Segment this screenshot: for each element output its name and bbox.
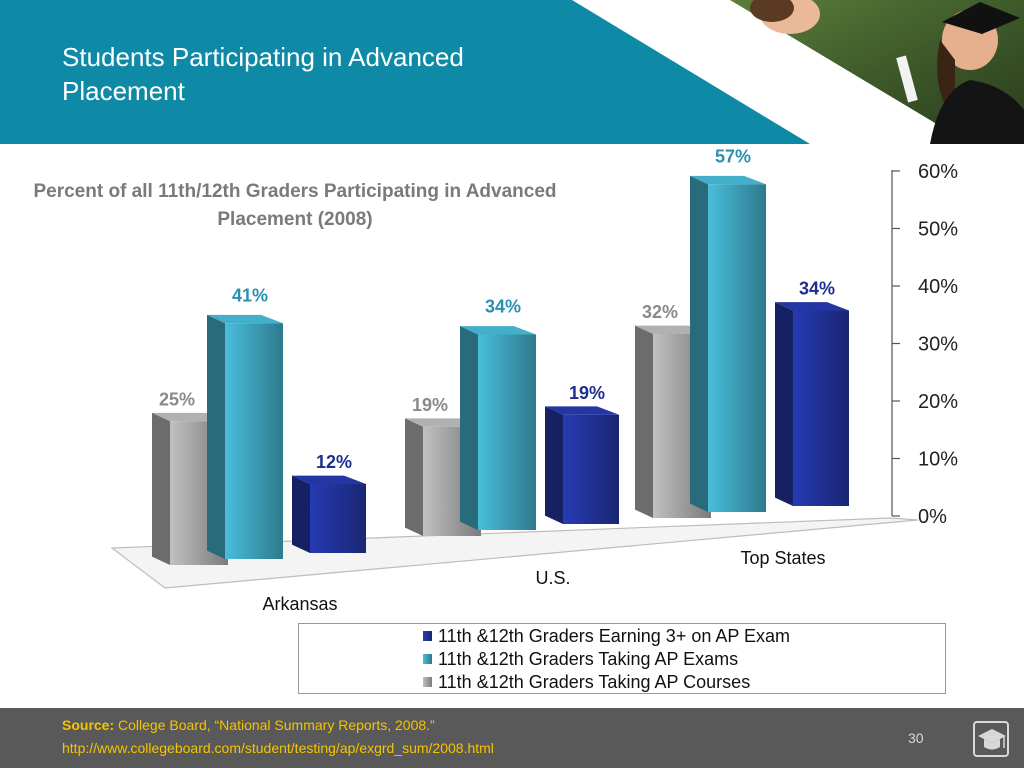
data-label: 19% bbox=[569, 383, 605, 403]
data-labels: 25% 41% 12% 19% 34% 19% 32% 57% 34% bbox=[159, 146, 835, 472]
legend-label: 11th &12th Graders Taking AP Courses bbox=[438, 671, 751, 692]
header-teal-shape bbox=[0, 0, 810, 144]
bar-top-face bbox=[775, 302, 849, 311]
data-label: 12% bbox=[316, 452, 352, 472]
data-label: 34% bbox=[485, 297, 521, 317]
data-label: 19% bbox=[412, 395, 448, 415]
bar-top-face bbox=[545, 406, 619, 415]
bar-side-face bbox=[690, 175, 708, 512]
bar-side-face bbox=[545, 406, 563, 524]
category-label: U.S. bbox=[535, 568, 570, 588]
y-tick-label: 10% bbox=[918, 449, 958, 471]
legend-label: 11th &12th Graders Earning 3+ on AP Exam bbox=[438, 625, 791, 646]
source-url: http://www.collegeboard.com/student/test… bbox=[62, 740, 494, 756]
bar-side-face bbox=[635, 325, 653, 518]
bar-side-face bbox=[460, 326, 478, 530]
page-number: 30 bbox=[908, 730, 924, 746]
y-tick-label: 0% bbox=[918, 506, 947, 528]
bar-top-states-series-3 bbox=[793, 310, 849, 506]
chart-floor-plane bbox=[110, 517, 919, 589]
y-tick-label: 40% bbox=[918, 276, 958, 298]
y-axis: 0% 10% 20% 30% 40% 50% 60% bbox=[891, 161, 958, 528]
y-tick-label: 30% bbox=[918, 334, 958, 356]
bar-top-face bbox=[207, 314, 283, 324]
category-label: Top States bbox=[740, 548, 825, 568]
bar-chart: 0% 10% 20% 30% 40% 50% 60% 25% 41% 12% 19% 34% 19% 3… bbox=[110, 146, 958, 614]
y-tick-label: 60% bbox=[918, 161, 958, 183]
chart-floor bbox=[110, 517, 919, 589]
legend-swatch bbox=[423, 631, 432, 641]
legend-label: 11th &12th Graders Taking AP Exams bbox=[438, 648, 739, 669]
bar-u-s--series-2 bbox=[478, 334, 536, 530]
bar-side-face bbox=[152, 412, 170, 565]
data-label: 41% bbox=[232, 285, 268, 305]
chart-title: Percent of all 11th/12th Graders Partici… bbox=[33, 181, 557, 230]
graduation-cap-icon bbox=[973, 721, 1009, 757]
data-label: 57% bbox=[715, 146, 751, 166]
bar-u-s--series-3 bbox=[563, 414, 619, 524]
bar-side-face bbox=[292, 475, 310, 553]
legend-item: 11th &12th Graders Taking AP Courses bbox=[423, 671, 750, 693]
bar-top-face bbox=[690, 175, 766, 185]
bar-side-face bbox=[775, 302, 793, 506]
slide-title: Students Participating in Advanced Place… bbox=[62, 42, 464, 106]
source-text: College Board, “National Summary Reports… bbox=[114, 717, 435, 733]
bar-side-face bbox=[207, 314, 225, 559]
bar-side-face bbox=[405, 418, 423, 536]
bar-arkansas-series-2 bbox=[225, 323, 283, 559]
source-citation: Source: College Board, “National Summary… bbox=[62, 717, 435, 733]
bar-arkansas-series-3 bbox=[310, 484, 366, 553]
legend-item: 11th &12th Graders Taking AP Exams bbox=[423, 648, 738, 670]
legend-item: 11th &12th Graders Earning 3+ on AP Exam bbox=[423, 625, 790, 647]
source-label: Source: bbox=[62, 717, 115, 733]
data-label: 25% bbox=[159, 389, 195, 409]
graduates-photo bbox=[730, 0, 1024, 144]
legend-swatch bbox=[423, 654, 432, 664]
y-tick-label: 20% bbox=[918, 391, 958, 413]
bar-top-face bbox=[460, 326, 536, 335]
bar-top-face bbox=[292, 475, 366, 484]
category-labels: Arkansas U.S. Top States bbox=[262, 548, 825, 614]
chart-legend: 11th &12th Graders Earning 3+ on AP Exam… bbox=[298, 623, 946, 694]
bars bbox=[152, 175, 849, 565]
header-band bbox=[0, 0, 810, 144]
data-label: 32% bbox=[642, 302, 678, 322]
y-tick-label: 50% bbox=[918, 219, 958, 241]
footer-bar: Source: College Board, “National Summary… bbox=[0, 708, 1024, 768]
category-label: Arkansas bbox=[262, 594, 337, 614]
bar-top-states-series-2 bbox=[708, 184, 766, 512]
legend-swatch bbox=[423, 677, 432, 687]
data-label: 34% bbox=[799, 279, 835, 299]
